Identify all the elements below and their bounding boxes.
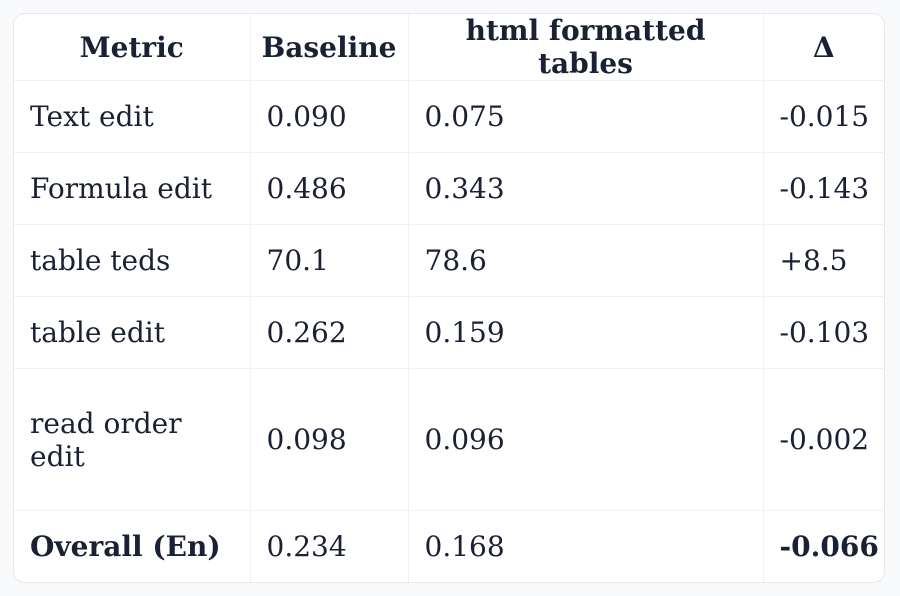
table-body: Text edit 0.090 0.075 -0.015 Formula edi… — [14, 80, 884, 582]
cell-variant: 0.096 — [408, 368, 764, 512]
cell-baseline: 0.262 — [250, 296, 409, 370]
cell-delta: -0.143 — [763, 152, 884, 226]
cell-baseline: 0.486 — [250, 152, 409, 226]
cell-delta: -0.002 — [763, 368, 884, 512]
table-row: table teds 70.1 78.6 +8.5 — [14, 224, 884, 298]
header-row: Metric Baseline html formatted tables Δ — [14, 14, 884, 81]
cell-variant: 0.343 — [408, 152, 764, 226]
cell-variant: 0.159 — [408, 296, 764, 370]
metrics-table: Metric Baseline html formatted tables Δ … — [14, 14, 884, 582]
column-header-variant: html formatted tables — [408, 14, 764, 81]
cell-variant: 0.168 — [408, 510, 764, 582]
cell-metric: table teds — [14, 224, 251, 298]
cell-baseline: 0.098 — [250, 368, 409, 512]
cell-baseline: 70.1 — [250, 224, 409, 298]
cell-variant: 78.6 — [408, 224, 764, 298]
cell-baseline: 0.090 — [250, 80, 409, 154]
metrics-table-card: Metric Baseline html formatted tables Δ … — [13, 13, 885, 583]
table-row: Text edit 0.090 0.075 -0.015 — [14, 80, 884, 154]
cell-metric: Formula edit — [14, 152, 251, 226]
cell-delta: -0.103 — [763, 296, 884, 370]
table-row: table edit 0.262 0.159 -0.103 — [14, 296, 884, 370]
table-row: Formula edit 0.486 0.343 -0.143 — [14, 152, 884, 226]
cell-metric: Text edit — [14, 80, 251, 154]
cell-metric: table edit — [14, 296, 251, 370]
cell-metric: read order edit — [14, 368, 251, 512]
table-row: read order edit 0.098 0.096 -0.002 — [14, 368, 884, 512]
cell-variant: 0.075 — [408, 80, 764, 154]
cell-delta: +8.5 — [763, 224, 884, 298]
table-header: Metric Baseline html formatted tables Δ — [14, 14, 884, 81]
cell-baseline: 0.234 — [250, 510, 409, 582]
cell-metric: Overall (En) — [14, 510, 251, 582]
cell-delta: -0.066 — [763, 510, 884, 582]
cell-delta: -0.015 — [763, 80, 884, 154]
column-header-delta: Δ — [763, 14, 884, 81]
column-header-baseline: Baseline — [250, 14, 409, 81]
column-header-metric: Metric — [14, 14, 251, 81]
table-row-overall: Overall (En) 0.234 0.168 -0.066 — [14, 510, 884, 582]
